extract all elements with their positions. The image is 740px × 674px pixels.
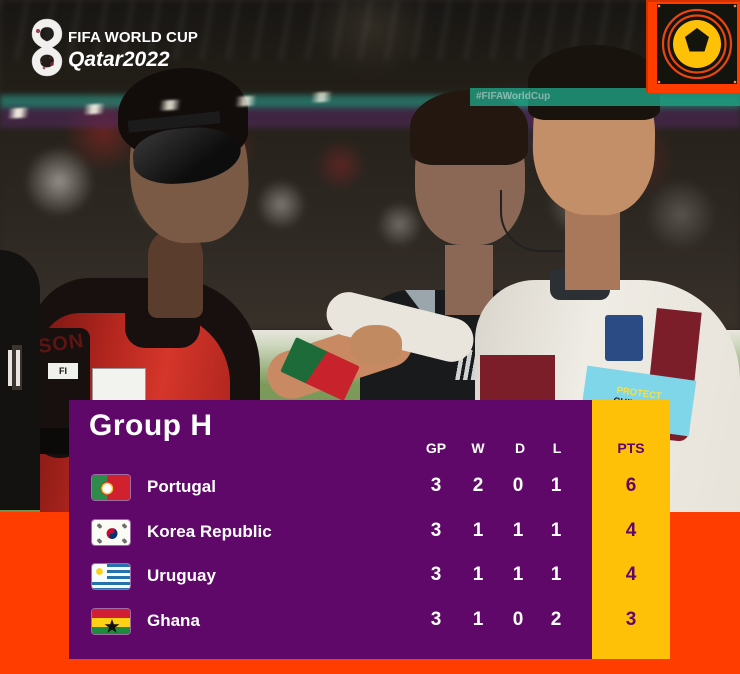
svg-text:FIFA WORLD CUP: FIFA WORLD CUP [68, 29, 198, 46]
svg-text:Qatar2022: Qatar2022 [68, 48, 170, 71]
